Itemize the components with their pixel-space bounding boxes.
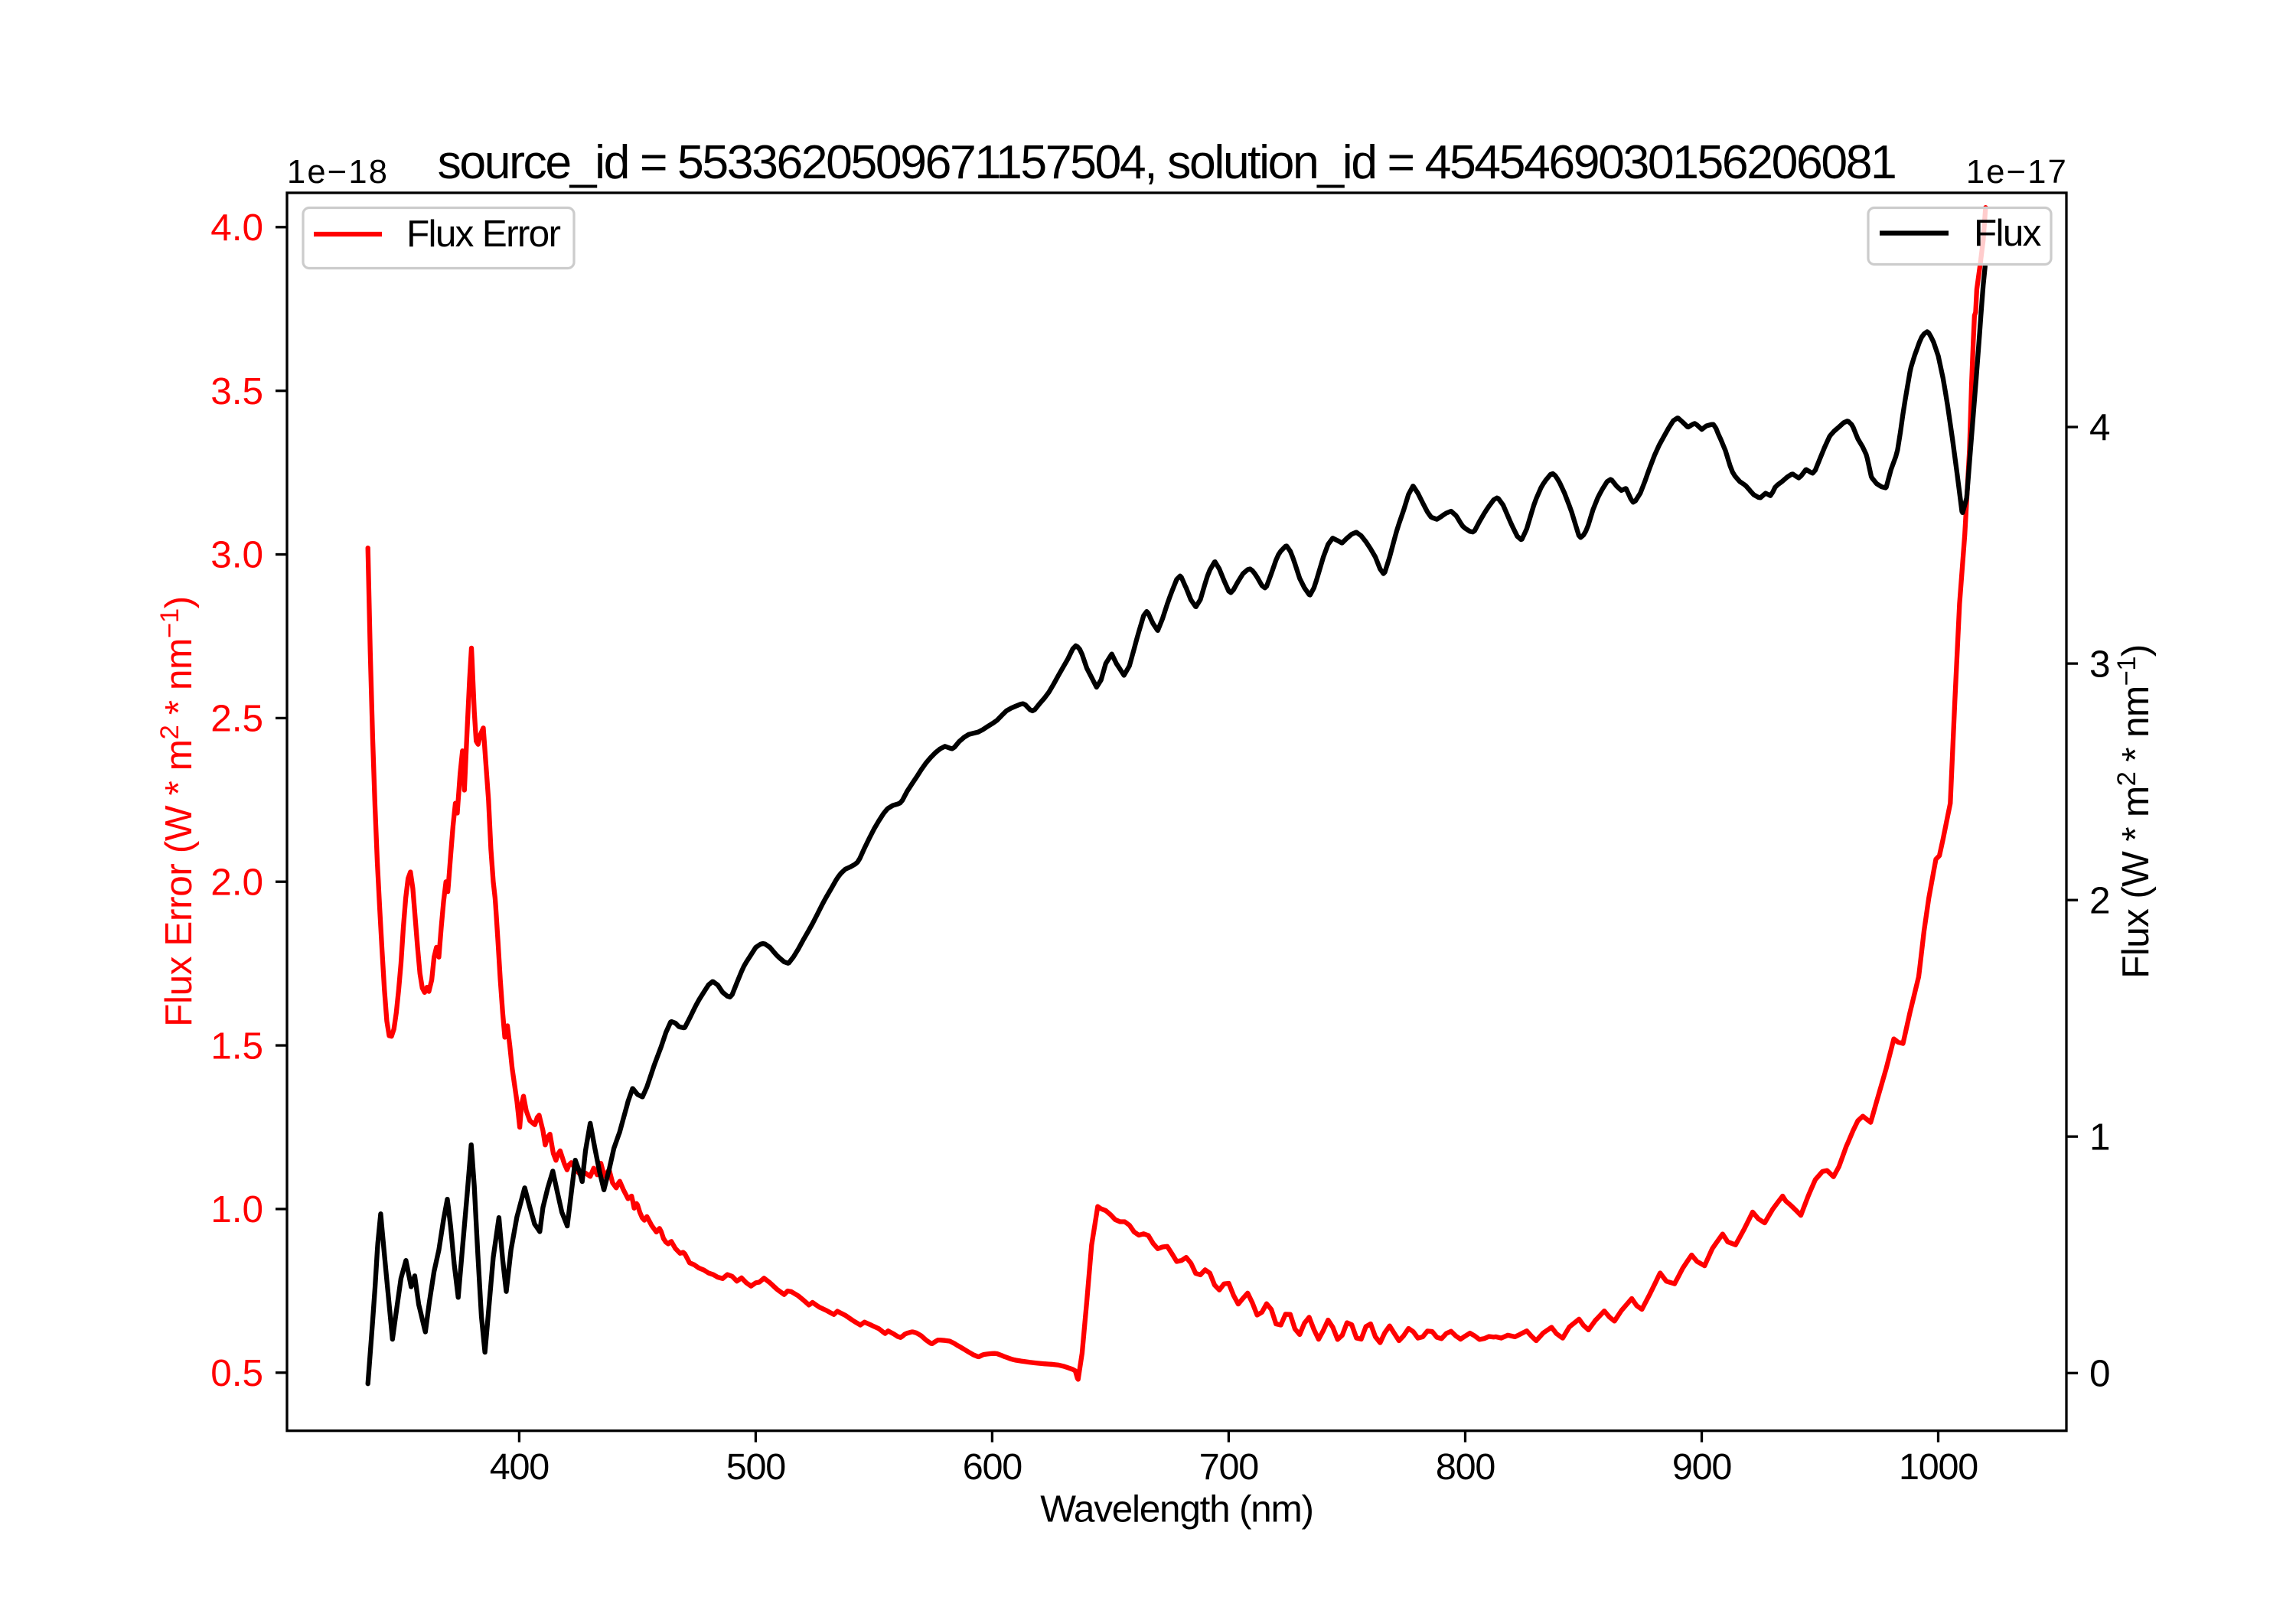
svg-text:3.0: 3.0 xyxy=(210,534,263,576)
svg-text:Flux Error (W * m2 * nm−1): Flux Error (W * m2 * nm−1) xyxy=(155,596,200,1027)
svg-text:4: 4 xyxy=(2089,406,2111,448)
svg-text:1: 1 xyxy=(2089,1116,2111,1158)
svg-text:900: 900 xyxy=(1672,1446,1732,1488)
svg-text:1e−17: 1e−17 xyxy=(1966,154,2068,191)
svg-text:600: 600 xyxy=(963,1446,1022,1488)
svg-text:1.0: 1.0 xyxy=(210,1188,263,1231)
svg-text:700: 700 xyxy=(1199,1446,1259,1488)
svg-text:Wavelength (nm): Wavelength (nm) xyxy=(1040,1488,1313,1530)
svg-text:Flux: Flux xyxy=(1974,212,2042,254)
svg-text:Flux Error: Flux Error xyxy=(406,213,560,255)
svg-text:3.5: 3.5 xyxy=(210,370,263,412)
svg-text:Flux (W * m2 * nm−1): Flux (W * m2 * nm−1) xyxy=(2112,644,2157,978)
svg-text:3: 3 xyxy=(2089,643,2111,685)
svg-text:0: 0 xyxy=(2089,1353,2111,1395)
svg-text:1000: 1000 xyxy=(1899,1446,1978,1488)
svg-text:2.5: 2.5 xyxy=(210,698,263,740)
svg-text:1e−18: 1e−18 xyxy=(287,154,389,191)
svg-text:source_id = 553362050967115750: source_id = 5533620509671157504, solutio… xyxy=(438,135,1896,189)
svg-text:4.0: 4.0 xyxy=(210,207,263,249)
svg-text:800: 800 xyxy=(1436,1446,1495,1488)
svg-text:0.5: 0.5 xyxy=(210,1352,263,1394)
svg-text:400: 400 xyxy=(490,1446,550,1488)
svg-text:500: 500 xyxy=(726,1446,786,1488)
svg-text:1.5: 1.5 xyxy=(210,1025,263,1067)
svg-text:2: 2 xyxy=(2089,879,2111,921)
svg-text:2.0: 2.0 xyxy=(210,861,263,903)
